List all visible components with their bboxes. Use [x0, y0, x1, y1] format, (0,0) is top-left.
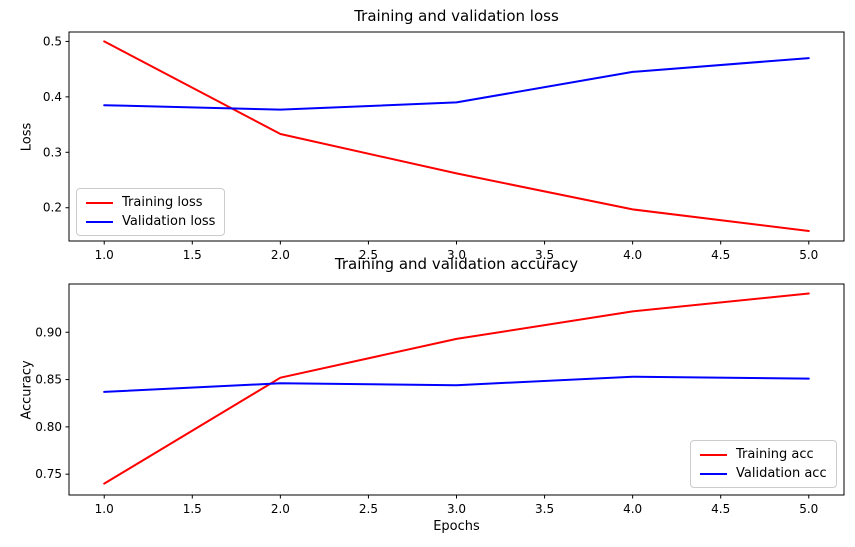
legend-item-training-loss: Training loss: [86, 195, 215, 210]
loss-chart-title: Training and validation loss: [354, 7, 559, 25]
svg-text:4.5: 4.5: [711, 502, 730, 516]
legend-label-training-acc: Training acc: [736, 447, 814, 462]
training-acc-line-swatch: [700, 453, 727, 456]
svg-text:0.2: 0.2: [43, 201, 62, 215]
validation-loss-line-swatch: [86, 220, 113, 223]
training-loss-line-swatch: [86, 201, 113, 204]
svg-text:0.5: 0.5: [43, 34, 62, 48]
svg-text:1.0: 1.0: [95, 248, 114, 262]
svg-text:0.3: 0.3: [43, 145, 62, 159]
legend-label-validation-loss: Validation loss: [122, 214, 216, 229]
legend-label-training-loss: Training loss: [122, 195, 203, 210]
svg-text:3.0: 3.0: [447, 502, 466, 516]
x-axis-label: Epochs: [433, 519, 480, 534]
validation-acc-line-swatch: [700, 472, 727, 475]
svg-text:3.5: 3.5: [535, 248, 554, 262]
svg-text:1.0: 1.0: [95, 502, 114, 516]
accuracy-y-axis-label: Accuracy: [19, 360, 35, 420]
svg-text:1.5: 1.5: [183, 248, 202, 262]
accuracy-chart-title: Training and validation accuracy: [334, 255, 579, 273]
svg-text:5.0: 5.0: [799, 248, 818, 262]
legend-item-validation-loss: Validation loss: [86, 214, 215, 229]
svg-text:2.0: 2.0: [271, 502, 290, 516]
svg-text:2.0: 2.0: [271, 248, 290, 262]
legend-item-training-acc: Training acc: [700, 447, 827, 462]
loss-legend: Training loss Validation loss: [76, 188, 226, 236]
svg-text:4.0: 4.0: [623, 502, 642, 516]
svg-text:0.75: 0.75: [35, 467, 62, 481]
svg-text:3.0: 3.0: [447, 248, 466, 262]
accuracy-legend: Training acc Validation acc: [690, 440, 837, 488]
svg-text:1.5: 1.5: [183, 502, 202, 516]
svg-text:3.5: 3.5: [535, 502, 554, 516]
svg-text:2.5: 2.5: [359, 502, 378, 516]
svg-text:0.4: 0.4: [43, 90, 62, 104]
svg-text:0.90: 0.90: [35, 325, 62, 339]
svg-text:0.85: 0.85: [35, 373, 62, 387]
legend-label-validation-acc: Validation acc: [736, 466, 827, 481]
svg-text:0.80: 0.80: [35, 420, 62, 434]
svg-text:5.0: 5.0: [799, 502, 818, 516]
loss-y-axis-label: Loss: [19, 122, 35, 152]
svg-text:4.0: 4.0: [623, 248, 642, 262]
legend-item-validation-acc: Validation acc: [700, 466, 827, 481]
svg-text:4.5: 4.5: [711, 248, 730, 262]
svg-text:2.5: 2.5: [359, 248, 378, 262]
